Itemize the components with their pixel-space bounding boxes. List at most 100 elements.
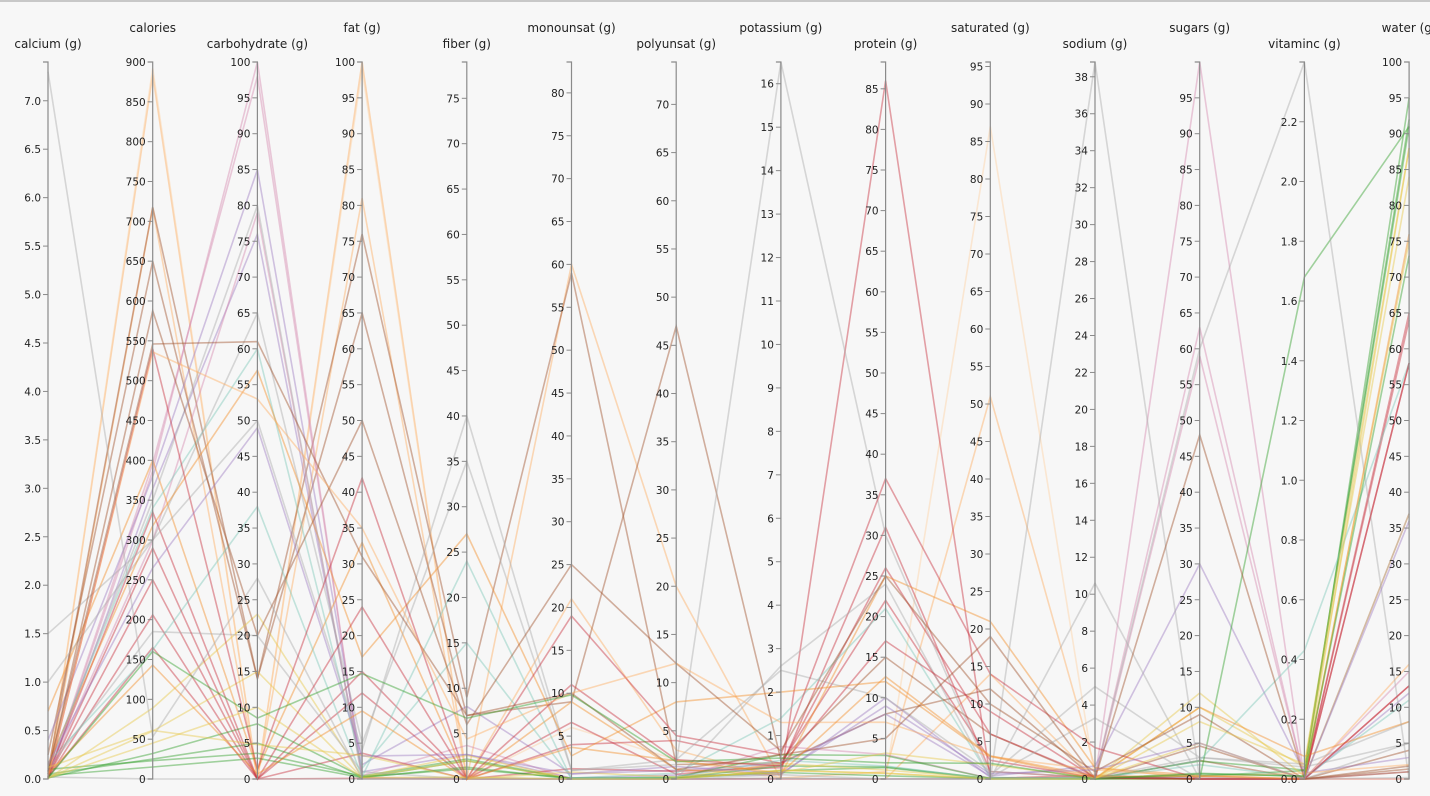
tick-label: 30 [1389,559,1402,571]
axis-fat[interactable]: 0 5 10 15 20 25 30 35 40 45 50 55 60 65 70 75 80 85 90 95 10… [335,21,381,786]
tick-label: 1.5 [24,629,41,641]
axis-title: monounsat (g) [527,21,615,35]
tick-label: 15 [656,629,669,641]
tick-label: 80 [970,174,983,186]
tick-label: 40 [237,487,250,499]
tick-label: 10 [342,702,355,714]
tick-label: 30 [342,559,355,571]
axis-saturated[interactable]: 0 5 10 15 20 25 30 35 40 45 50 55 60 65 70 75 80 85 90 95 sa… [951,21,1030,786]
tick-label: 4 [1081,700,1088,712]
tick-label: 35 [865,490,878,502]
tick-label: 40 [551,431,564,443]
axis-title: fiber (g) [443,37,491,51]
tick-label: 26 [1075,294,1089,306]
tick-label: 200 [126,615,146,627]
tick-label: 70 [551,174,564,186]
axis-title: carbohydrate (g) [207,37,308,51]
tick-label: 25 [1389,595,1402,607]
tick-label: 6 [1081,663,1088,675]
data-line [47,126,1410,780]
axis-monounsat[interactable]: 0 5 10 15 20 25 30 35 40 45 50 55 60 65 70 75 80 monounsa… [527,21,615,786]
tick-label: 65 [342,308,355,320]
tick-label: 8 [1081,626,1088,638]
tick-label: 50 [342,416,355,428]
tick-label: 20 [551,602,564,614]
tick-label: 4.5 [24,338,41,350]
tick-label: 75 [551,131,564,143]
tick-label: 5.0 [24,290,41,302]
tick-label: 75 [1389,236,1402,248]
tick-label: 35 [551,474,564,486]
axis-title: sugars (g) [1169,21,1230,35]
tick-label: 850 [126,97,146,109]
tick-label: 400 [126,455,146,467]
tick-label: 70 [1179,272,1192,284]
axis-carbohydrate[interactable]: 0 5 10 15 20 25 30 35 40 45 50 55 60 65 70 75 80 85 90 95 10… [207,37,308,786]
axis-polyunsat[interactable]: 0 5 10 15 20 25 30 35 40 45 50 55 60 65 70 polyunsat (g… [636,37,716,786]
data-line [47,362,1410,780]
tick-label: 45 [342,451,355,463]
tick-label: 20 [1179,631,1192,643]
tick-label: 45 [551,388,564,400]
tick-label: 85 [342,165,355,177]
tick-label: 50 [132,734,145,746]
tick-label: 55 [551,302,564,314]
data-line [47,119,1410,780]
tick-label: 60 [342,344,355,356]
data-line [47,126,1410,780]
tick-label: 25 [237,595,250,607]
tick-label: 100 [335,57,355,69]
tick-label: 10 [551,688,564,700]
axis-title: sodium (g) [1063,37,1128,51]
axis-line [671,61,677,780]
tick-label: 35 [342,523,355,535]
tick-label: 20 [970,624,983,636]
data-line [47,212,1410,780]
tick-label: 35 [970,512,983,524]
tick-label: 0 [453,774,460,786]
tick-label: 25 [551,560,564,572]
tick-label: 40 [1179,487,1192,499]
data-line [47,312,1410,780]
tick-label: 20 [342,631,355,643]
axis-sodium[interactable]: 02468101214161820222426283032343638sodiu… [1063,37,1128,786]
data-line [47,348,1410,781]
tick-label: 4 [767,600,774,612]
tick-label: 24 [1075,330,1089,342]
tick-label: 15 [342,666,355,678]
tick-label: 10 [1389,702,1402,714]
tick-label: 6 [767,513,774,525]
tick-label: 30 [865,530,878,542]
tick-label: 35 [1389,523,1402,535]
axis-vitaminc[interactable]: 0.0 0.2 0.4 0.6 0.8 1.0 1.2 1.4 1.6 1.8 2.0 2.2 vita… [1268,37,1341,786]
tick-label: 0 [767,774,774,786]
axis-protein[interactable]: 0 5 10 15 20 25 30 35 40 45 50 55 60 65 70 75 80 85 protei… [854,37,917,786]
tick-label: 34 [1075,146,1089,158]
tick-label: 35 [656,437,669,449]
tick-label: 0.0 [24,774,41,786]
axis-calcium[interactable]: 0.0 0.5 1.0 1.5 2.0 2.5 3.0 3.5 4.0 4.5 5.0 5.5 6.0 6… [14,37,81,786]
tick-label: 1.6 [1281,296,1298,308]
tick-label: 0 [1081,774,1088,786]
tick-label: 12 [1075,552,1088,564]
tick-label: 70 [1389,272,1402,284]
tick-label: 85 [237,165,250,177]
data-line [47,61,1410,780]
tick-label: 800 [126,137,146,149]
tick-label: 95 [970,62,983,74]
data-line [47,231,1410,780]
tick-label: 30 [1179,559,1192,571]
top-border [0,0,1430,2]
axis-calories[interactable]: 0 50 100 150 200 250 300 350 400 450 500 550 600 650 7… [126,21,176,786]
axis-fiber[interactable]: 0 5 10 15 20 25 30 35 40 45 50 55 60 65 70 75 fiber (g) [443,37,491,786]
tick-label: 75 [970,212,983,224]
axis-sugars[interactable]: 0 5 10 15 20 25 30 35 40 45 50 55 60 65 70 75 80 85 90 95 su… [1169,21,1230,786]
tick-label: 12 [761,253,774,265]
tick-label: 250 [126,575,146,587]
axis-water[interactable]: 0 5 10 15 20 25 30 35 40 45 50 55 60 65 70 75 80 85 90 95 10… [1382,21,1430,786]
data-line [47,340,1410,781]
tick-label: 5 [872,733,879,745]
tick-label: 10 [761,339,774,351]
tick-label: 4.0 [24,386,41,398]
